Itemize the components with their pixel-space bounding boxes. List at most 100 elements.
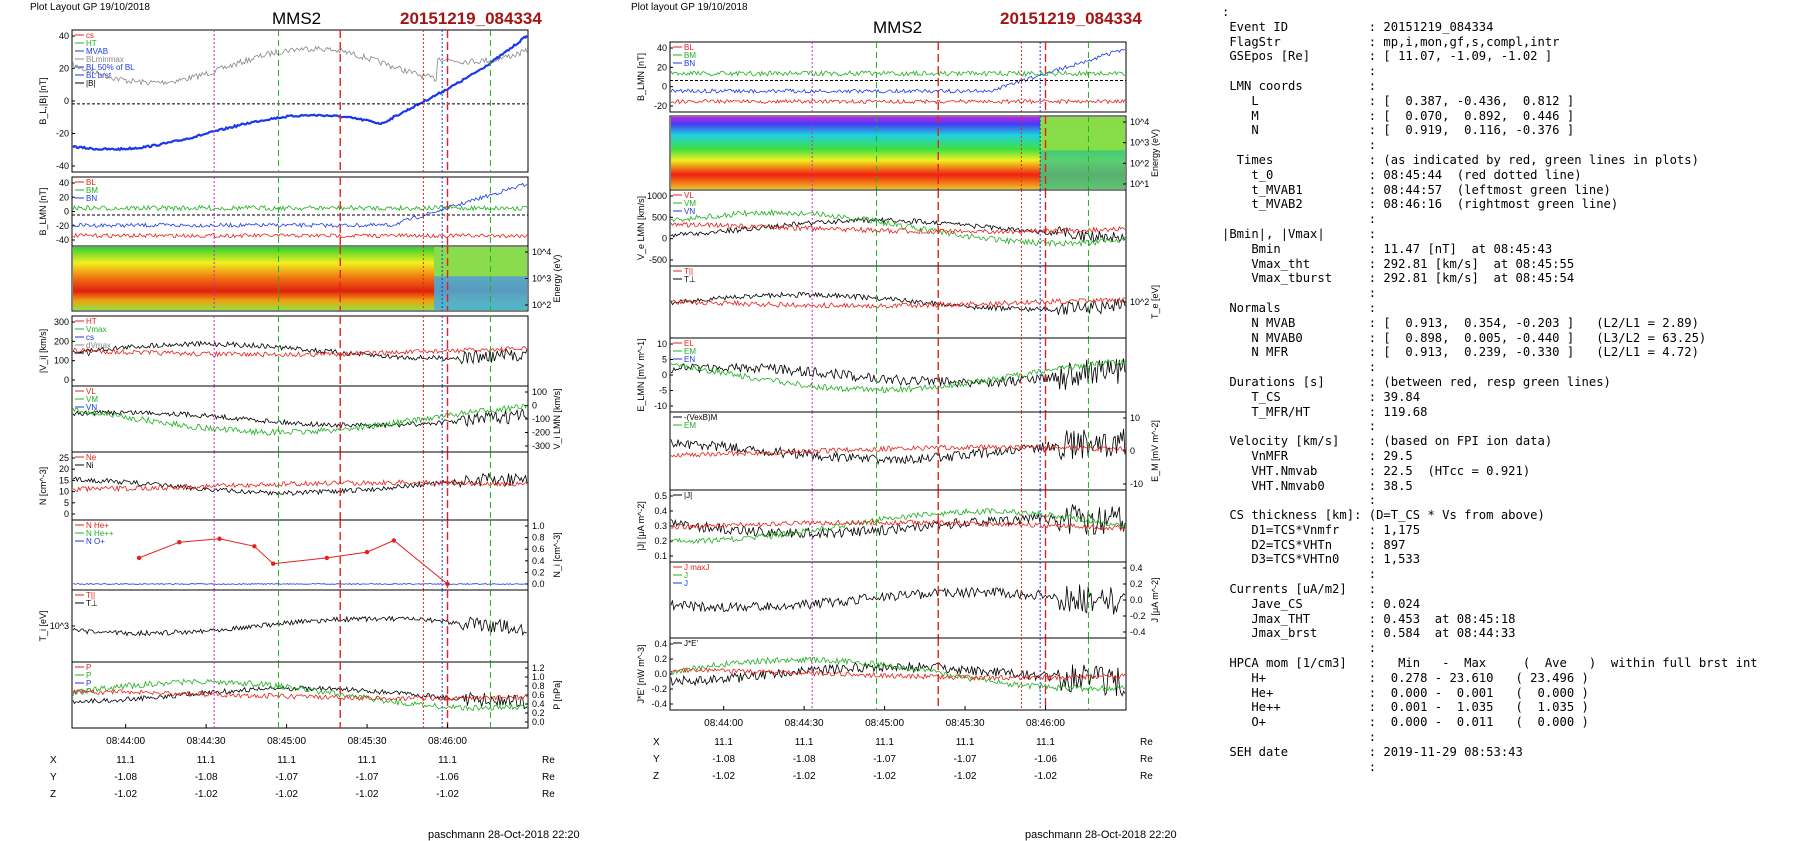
L-pos-unit: Re (542, 789, 555, 800)
L-xtick: 08:46:00 (428, 736, 467, 747)
M-trace-tertiary (670, 296, 1126, 309)
M-pos-label: Z (653, 771, 659, 782)
L-pos-value: -1.08 (114, 772, 137, 783)
info-line: VnMFR : 29.5 (1222, 448, 1413, 463)
M-trace-primary (670, 661, 1126, 697)
M-trace-secondary (670, 358, 1126, 394)
M-legend-entry: EM (684, 421, 696, 430)
L-ytick: 20 (59, 192, 69, 202)
info-line: Velocity [km/s] : (based on FPI ion data… (1222, 434, 1553, 449)
M-trace-secondary (670, 507, 1126, 544)
M-trace-BM (670, 69, 1126, 77)
M-trace-tertiary (670, 519, 1126, 531)
M-ytick: -0.2 (1130, 611, 1146, 621)
M-legend-entry: J*E' (684, 639, 698, 648)
L-trace-BM (72, 204, 528, 212)
L-hepp-point (136, 555, 142, 561)
info-line: M : [ 0.070, 0.892, 0.446 ] (1222, 108, 1575, 123)
L-trace-primary (72, 340, 528, 365)
info-line: : (1222, 759, 1377, 774)
info-line: Jmax_brst : 0.584 at 08:44:33 (1222, 626, 1516, 641)
M-pos-unit: Re (1140, 737, 1153, 748)
L-legend-entry: Ni (86, 461, 94, 470)
L-trace-primary (72, 615, 528, 637)
M-trace-primary (670, 358, 1126, 390)
M-ytick: 40 (657, 43, 667, 53)
info-line: Vmax_tburst : 292.81 [km/s] at 08:45:54 (1222, 271, 1575, 286)
L-trace-BL (72, 34, 528, 152)
L-ytick: -100 (532, 414, 550, 424)
info-line: N MVAB : [ 0.913, 0.354, -0.203 ] (L2/L1… (1222, 315, 1699, 330)
M-ytick: 0.2 (654, 654, 667, 664)
M-ytick: -10 (1130, 479, 1143, 489)
M-pos-label: X (653, 737, 660, 748)
L-ytick: 0.4 (532, 699, 545, 709)
L-ytick: -300 (532, 441, 550, 451)
L-trace-secondary (72, 403, 528, 437)
M-panel-frame (669, 41, 1127, 113)
L-legend-entry: dVmax (86, 341, 111, 350)
M-legend-entry: EL (684, 339, 694, 348)
L-legend-entry: BL (86, 178, 96, 187)
M-legend-entry: |J| (684, 491, 692, 500)
L-legend-entry: P (86, 671, 91, 680)
M-legend-entry: VN (684, 207, 695, 216)
M-ytick: 20 (657, 62, 667, 72)
L-legend-entry: Vmax (86, 325, 106, 334)
L-legend-entry: BL 50% of BL (86, 63, 135, 72)
M-ylabel: J [μA m^-2] (1150, 578, 1160, 623)
M-pos-value: 11.1 (1036, 737, 1055, 748)
M-pos-value: -1.02 (1034, 771, 1057, 782)
M-ylabel: J*E' [nW m^-3] (636, 645, 646, 704)
M-panel-frame (669, 189, 1127, 267)
M-pos-label: Y (653, 754, 660, 765)
M-pos-value: -1.08 (793, 754, 816, 765)
L-trace-tertiary (72, 688, 528, 702)
L-ytick: 0 (532, 401, 537, 411)
M-trace-primary (670, 216, 1126, 243)
L-xtick: 08:44:30 (187, 736, 226, 747)
L-ylabel: Energy (eV) (552, 254, 562, 302)
info-line: FlagStr : mp,i,mon,gf,s,compl,intr (1222, 34, 1560, 49)
M-ytick: 0.4 (654, 639, 667, 649)
L-ytick: -200 (532, 428, 550, 438)
L-ytick: 10^3 (50, 621, 69, 631)
M-trace-primary (670, 584, 1126, 615)
M-pos-value: -1.07 (873, 754, 896, 765)
info-line: N MVAB0 : [ 0.898, 0.005, -0.440 ] (L3/L… (1222, 330, 1707, 345)
L-legend-entry: BN (86, 194, 97, 203)
M-pos-value: 11.1 (795, 737, 814, 748)
M-trace-primary (670, 428, 1126, 466)
M-legend-entry: J maxJ (684, 563, 709, 572)
M-ytick: 0.5 (654, 491, 667, 501)
M-legend-entry: EN (684, 355, 695, 364)
mid-footer-credit: paschmann 28-Oct-2018 22:20 (1025, 829, 1177, 841)
M-ytick: 10^4 (1130, 117, 1149, 127)
L-pos-value: 11.1 (197, 755, 216, 766)
M-ytick: 0.2 (654, 536, 667, 546)
info-line: HPCA mom [1/cm3] : Min - Max ( Ave ) wit… (1222, 656, 1758, 671)
L-legend-entry: cs (86, 31, 94, 40)
L-ylabel: N [cm^-3] (38, 467, 48, 505)
M-pos-value: -1.06 (1034, 754, 1057, 765)
L-trace-BL (72, 182, 528, 229)
L-pos-value: -1.02 (356, 789, 379, 800)
L-ylabel: V_i LMN [km/s] (552, 388, 562, 449)
L-pos-value: -1.02 (195, 789, 218, 800)
L-legend-entry: T|| (86, 591, 95, 600)
L-xtick: 08:45:30 (348, 736, 387, 747)
L-ytick: 0 (64, 375, 69, 385)
L-pos-value: 11.1 (277, 755, 296, 766)
M-pos-value: -1.02 (873, 771, 896, 782)
L-pos-value: -1.02 (114, 789, 137, 800)
L-spectrogram-sheath-upper (434, 247, 527, 277)
M-ytick: -0.2 (651, 684, 667, 694)
info-line: He+ : 0.000 - 0.001 ( 0.000 ) (1222, 685, 1589, 700)
L-xtick: 08:45:00 (267, 736, 306, 747)
M-ytick: 0 (1130, 446, 1135, 456)
L-ytick: 1.0 (532, 521, 545, 531)
M-ylabel: E_LMN [mV m^-1] (636, 338, 646, 411)
L-ytick: 20 (59, 64, 69, 74)
M-trace-primary (670, 291, 1126, 315)
